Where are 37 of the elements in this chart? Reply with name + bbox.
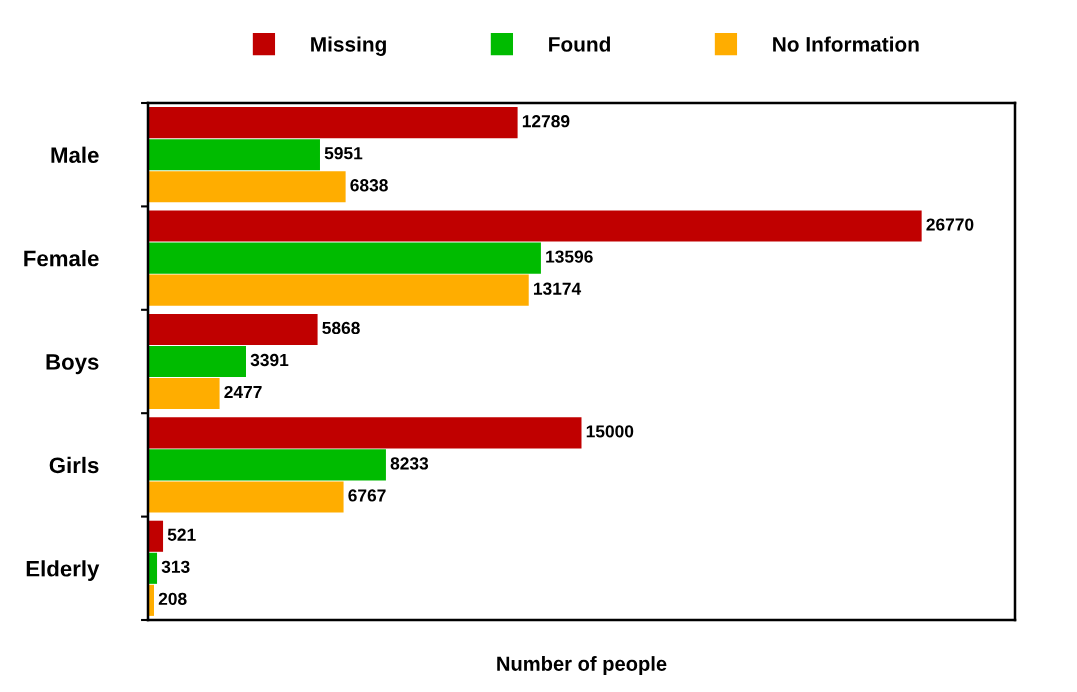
- bar: [148, 210, 922, 242]
- data-label: 26770: [926, 218, 974, 231]
- bar: [148, 481, 344, 513]
- bar: [148, 274, 529, 306]
- data-label: 6767: [348, 489, 386, 502]
- bar: [148, 520, 164, 552]
- bar: [148, 378, 220, 410]
- legend-label: Missing: [311, 36, 386, 56]
- data-label: 6838: [350, 179, 388, 192]
- bar: [148, 449, 386, 481]
- bar: [148, 417, 582, 449]
- y-tick-label: Boys: [46, 354, 99, 375]
- bar: [148, 242, 541, 274]
- bar: [148, 171, 346, 203]
- data-label: 2477: [224, 385, 262, 399]
- data-label: 208: [158, 592, 187, 606]
- legend-label: Found: [549, 36, 610, 52]
- data-label: 521: [167, 528, 196, 541]
- data-label: 8233: [390, 457, 429, 470]
- data-label: 13174: [533, 282, 582, 295]
- y-tick-label: Female: [24, 250, 99, 267]
- data-label: 313: [161, 560, 190, 573]
- data-label: 12789: [522, 115, 570, 128]
- y-tick-label: Girls: [49, 456, 99, 474]
- data-label: 3391: [250, 353, 289, 367]
- data-label: 5951: [324, 147, 363, 160]
- x-axis-title: Number of people: [497, 656, 667, 675]
- data-label: 15000: [586, 425, 634, 438]
- data-label: 5868: [322, 321, 360, 335]
- y-tick-label: Elderly: [26, 560, 100, 581]
- bar: [148, 313, 318, 345]
- bar: [148, 139, 320, 171]
- legend-label: No Information: [773, 36, 919, 52]
- bar: [148, 345, 246, 378]
- bar: [148, 107, 518, 139]
- data-label: 13596: [546, 250, 593, 263]
- y-tick-label: Male: [51, 146, 99, 163]
